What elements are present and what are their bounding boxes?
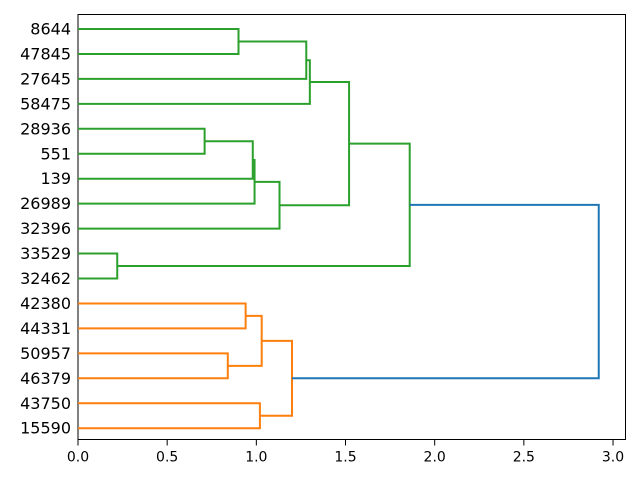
leaf-label-58475: 58475 <box>20 94 71 113</box>
leaf-label-551: 551 <box>40 144 71 163</box>
x-tick-label: 0.0 <box>67 450 89 466</box>
dendrogram-link-O2 <box>78 352 229 380</box>
leaf-label-26989: 26989 <box>20 194 71 213</box>
x-tick-label: 2.5 <box>513 450 535 466</box>
leaf-label-47845: 47845 <box>20 44 71 63</box>
x-tick-label: 2.0 <box>424 450 446 466</box>
leaf-label-44331: 44331 <box>20 319 71 338</box>
leaf-label-32462: 32462 <box>20 269 71 288</box>
dendrogram-link-O5 <box>259 339 294 417</box>
leaf-label-42380: 42380 <box>20 294 71 313</box>
dendrogram-link-G4 <box>78 127 206 155</box>
leaf-label-50957: 50957 <box>20 344 71 363</box>
leaf-label-33529: 33529 <box>20 244 71 263</box>
leaf-label-139: 139 <box>40 169 71 188</box>
x-tick-label: 3.0 <box>602 450 624 466</box>
x-tick-label: 0.5 <box>156 450 178 466</box>
leaf-label-28936: 28936 <box>20 119 71 138</box>
x-tick-label: 1.0 <box>245 450 267 466</box>
dendrogram-link-G1 <box>78 28 240 55</box>
dendrogram-link-G3 <box>78 59 311 105</box>
axes-frame <box>77 14 626 440</box>
leaf-label-15590: 15590 <box>20 419 71 438</box>
dendrogram-link-G9 <box>78 252 119 280</box>
dendrogram-link-G8 <box>279 81 351 207</box>
leaf-label-32396: 32396 <box>20 219 71 238</box>
leaf-label-43750: 43750 <box>20 394 71 413</box>
dendrogram-link-G10 <box>117 142 411 268</box>
leaf-label-46379: 46379 <box>20 369 71 388</box>
dendrogram-link-O1 <box>78 302 247 330</box>
dendrogram-link-G2 <box>78 40 308 80</box>
dendrogram-link-G5 <box>78 140 254 180</box>
x-tick-label: 1.5 <box>334 450 356 466</box>
leaf-label-8644: 8644 <box>30 20 71 39</box>
dendrogram-link-O4 <box>78 402 261 430</box>
dendrogram-link-B1 <box>292 203 600 380</box>
dendrogram-link-G6 <box>78 158 256 205</box>
leaf-label-27645: 27645 <box>20 69 71 88</box>
dendrogram-link-G7 <box>78 180 281 230</box>
